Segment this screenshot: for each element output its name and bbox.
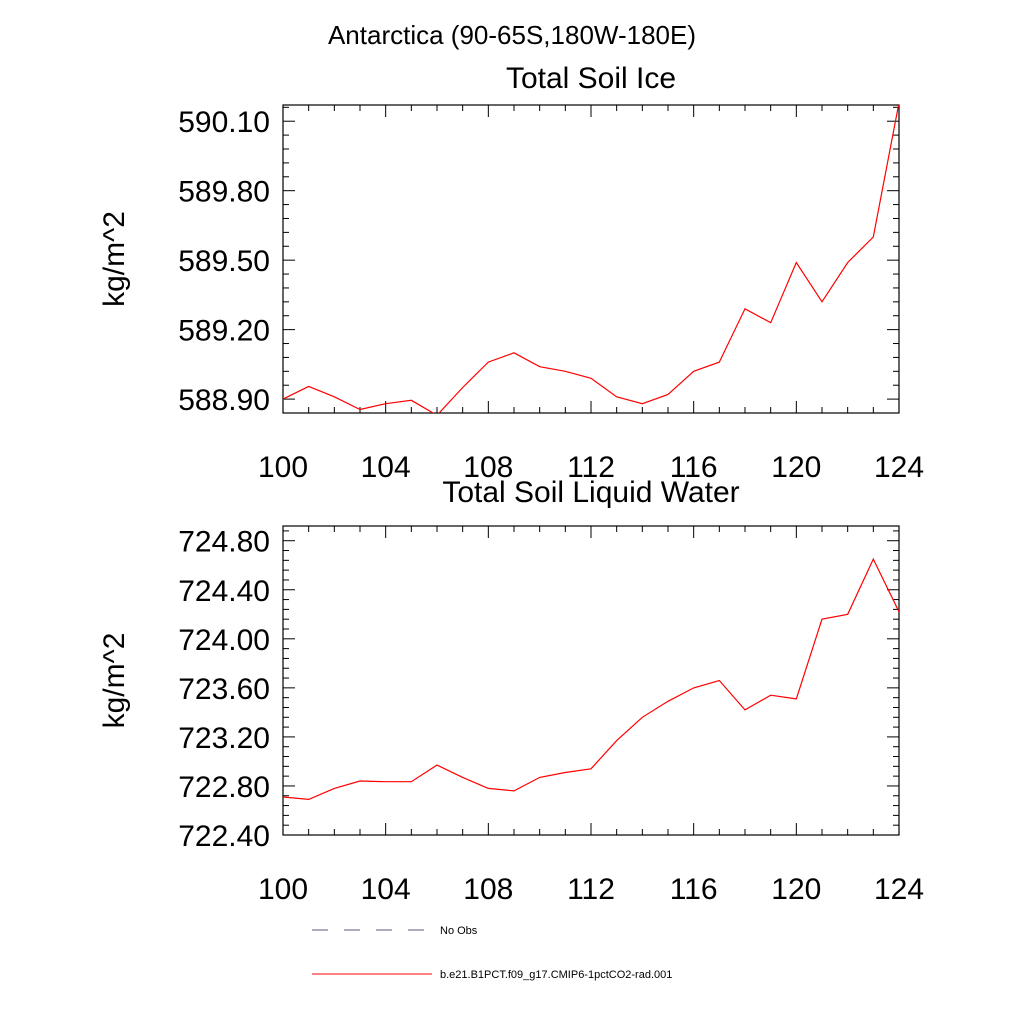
x-tick-label-soil-liquid-water: 100 — [258, 873, 308, 906]
chart-title-soil-liquid-water: Total Soil Liquid Water — [442, 476, 739, 509]
legend-label-model: b.e21.B1PCT.f09_g17.CMIP6-1pctCO2-rad.00… — [440, 969, 672, 981]
y-tick-label-soil-liquid-water: 724.80 — [178, 526, 270, 559]
x-tick-label-soil-ice: 108 — [463, 451, 513, 484]
region-title: Antarctica (90-65S,180W-180E) — [328, 20, 696, 50]
y-tick-label-soil-liquid-water: 722.80 — [178, 771, 270, 804]
y-tick-label-soil-liquid-water: 723.60 — [178, 673, 270, 706]
series-line-soil-liquid-water — [283, 557, 899, 801]
x-tick-label-soil-ice: 116 — [670, 451, 718, 484]
x-tick-label-soil-liquid-water: 120 — [771, 873, 821, 906]
y-tick-label-soil-ice: 590.10 — [178, 106, 270, 139]
y-tick-label-soil-ice: 589.50 — [178, 245, 270, 278]
y-tick-label-soil-liquid-water: 722.40 — [178, 820, 270, 853]
x-tick-label-soil-liquid-water: 108 — [463, 873, 513, 906]
x-tick-label-soil-liquid-water: 104 — [361, 873, 411, 906]
plot-frame-soil-liquid-water — [282, 525, 900, 836]
panel-total-soil-ice: Total Soil Ice kg/m^2 100 104 108 112 116 120 12… — [98, 62, 924, 484]
x-tick-label-soil-liquid-water: 116 — [670, 873, 718, 906]
plot-frame-soil-ice — [282, 104, 900, 414]
y-tick-label-soil-liquid-water: 723.20 — [178, 722, 270, 755]
y-tick-label-soil-ice: 589.80 — [178, 176, 270, 209]
y-axis-label-soil-liquid-water: kg/m^2 — [98, 633, 131, 729]
legend: No Obs b.e21.B1PCT.f09_g17.CMIP6-1pctCO2… — [312, 925, 672, 981]
x-tick-label-soil-ice: 124 — [874, 451, 924, 484]
x-tick-label-soil-liquid-water: 124 — [874, 873, 924, 906]
y-tick-label-soil-ice: 589.20 — [178, 315, 270, 348]
chart-title-soil-ice: Total Soil Ice — [506, 62, 676, 95]
y-tick-label-soil-ice: 588.90 — [178, 384, 270, 417]
x-tick-label-soil-ice: 100 — [258, 451, 308, 484]
x-tick-label-soil-ice: 120 — [771, 451, 821, 484]
x-tick-label-soil-ice: 112 — [567, 451, 615, 484]
x-tick-label-soil-ice: 104 — [361, 451, 411, 484]
y-tick-label-soil-liquid-water: 724.00 — [178, 624, 270, 657]
y-tick-label-soil-liquid-water: 724.40 — [178, 575, 270, 608]
y-axis-label-soil-ice: kg/m^2 — [98, 211, 131, 307]
legend-label-no-obs: No Obs — [440, 925, 478, 937]
panel-total-soil-liquid-water: Total Soil Liquid Water kg/m^2 100 104 108 11… — [98, 476, 924, 906]
series-line-soil-ice — [283, 105, 899, 413]
x-tick-label-soil-liquid-water: 112 — [567, 873, 615, 906]
